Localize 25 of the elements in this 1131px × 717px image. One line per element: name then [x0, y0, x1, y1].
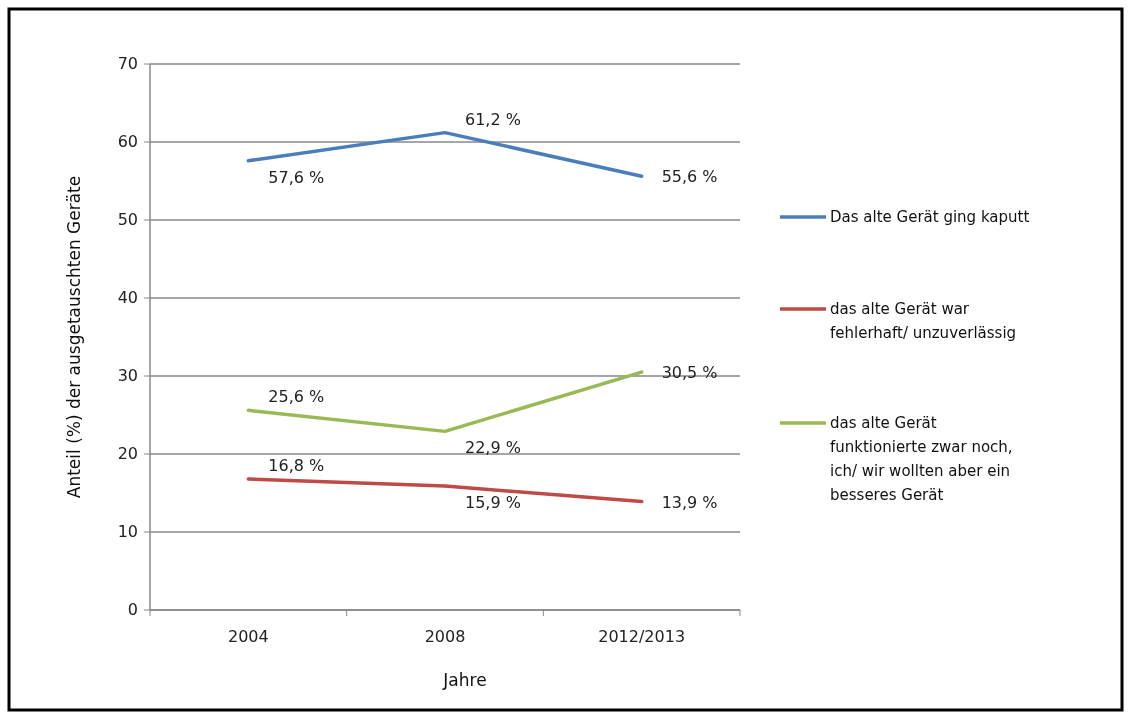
legend-label: das alte Gerät war fehlerhaft/ unzuverlässig: [830, 300, 1017, 342]
y-tick-label: 60: [117, 132, 138, 151]
data-label: 61,2 %: [465, 109, 521, 129]
x-axis-title: Jahre: [442, 670, 487, 690]
y-tick-label: 50: [117, 210, 138, 229]
data-label: 55,6 %: [661, 167, 718, 187]
x-tick-label: 2008: [424, 627, 466, 646]
x-tick-label: 2004: [227, 627, 269, 646]
x-tick-label: 2012/2013: [598, 627, 686, 646]
data-label: 15,9 %: [465, 492, 521, 512]
y-tick-label: 0: [127, 600, 138, 619]
y-tick-label: 70: [117, 54, 138, 73]
data-label: 22,9 %: [465, 438, 521, 458]
data-label: 13,9 %: [661, 492, 718, 512]
y-tick-label: 40: [117, 288, 138, 307]
data-label: 57,6 %: [268, 167, 325, 187]
data-label: 16,8 %: [268, 455, 325, 475]
y-axis-title: Anteil (%) der ausgetauschten Geräte: [64, 175, 84, 499]
y-tick-label: 10: [117, 522, 138, 541]
data-label: 30,5 %: [661, 363, 718, 383]
data-label: 25,6 %: [268, 387, 325, 407]
legend-label: das alte Gerät funktionierte zwar noch, ich/ wir wollten aber ein besseres Gerät: [830, 414, 1013, 504]
y-tick-label: 20: [117, 444, 138, 463]
legend-label: Das alte Gerät ging kaputt: [830, 208, 1030, 226]
y-tick-label: 30: [117, 366, 138, 385]
